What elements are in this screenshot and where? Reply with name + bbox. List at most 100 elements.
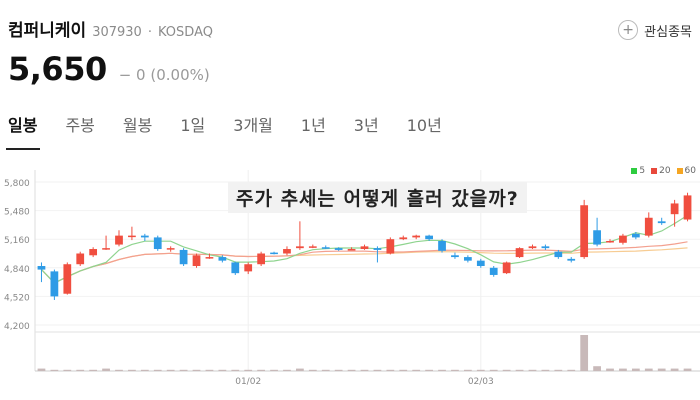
ma60-line: [41, 247, 688, 284]
candle-body: [296, 246, 304, 249]
volume-bar: [373, 369, 382, 371]
volume-bar: [657, 368, 666, 371]
candle-body: [438, 240, 446, 251]
legend-swatch: [631, 168, 638, 174]
legend-ma60: 60: [676, 166, 696, 176]
add-watchlist-button[interactable]: + 관심종목: [618, 20, 692, 40]
volume-bar: [308, 369, 317, 371]
candle-body: [683, 195, 692, 220]
y-tick-label: 5,480: [4, 208, 30, 218]
volume-bar: [153, 369, 162, 371]
candle-body: [386, 239, 395, 254]
active-tab-indicator: [6, 148, 40, 150]
stock-code: 307930: [92, 25, 142, 40]
current-price: 5,650: [8, 50, 107, 88]
candle-body: [308, 246, 317, 248]
volume-bar: [347, 369, 356, 371]
tab-3month[interactable]: 3개월: [233, 116, 273, 135]
candle-body: [360, 246, 369, 250]
legend-label: 20: [659, 166, 671, 176]
candle-body: [347, 249, 356, 251]
candle-body: [425, 235, 433, 240]
candle-body: [412, 235, 421, 238]
legend-swatch: [676, 168, 683, 174]
candle-body: [205, 257, 214, 259]
candle-body: [489, 267, 498, 275]
candle-body: [37, 266, 46, 270]
volume-bar: [502, 369, 511, 371]
volume-bar: [631, 368, 640, 371]
price-change: − 0 (0.00%): [118, 66, 210, 84]
candle-body: [231, 262, 240, 274]
tab-1day[interactable]: 1일: [180, 116, 206, 135]
candle-body: [153, 237, 162, 250]
volume-bar: [554, 369, 563, 371]
tab-daily[interactable]: 일봉: [8, 116, 38, 135]
tab-1year[interactable]: 1년: [300, 116, 326, 135]
watchlist-label: 관심종목: [644, 24, 692, 40]
y-tick-label: 4,520: [4, 293, 30, 303]
volume-bar: [463, 369, 472, 371]
separator-dot: ·: [147, 25, 152, 40]
tab-monthly[interactable]: 월봉: [122, 116, 153, 135]
volume-bar: [580, 335, 589, 371]
plus-icon: +: [618, 20, 639, 40]
candle-body: [283, 249, 291, 254]
candle-body: [593, 230, 601, 245]
candle-body: [257, 253, 266, 265]
candle-body: [631, 233, 640, 238]
candle-body: [463, 257, 472, 261]
candle-body: [502, 262, 511, 274]
volume-bar: [606, 368, 614, 371]
candle-body: [528, 246, 537, 249]
ma-legend: 5 20 60: [631, 166, 696, 176]
volume-bar: [476, 369, 485, 371]
volume-bar: [489, 369, 498, 371]
candle-body: [192, 255, 201, 267]
volume-bar: [670, 368, 679, 371]
volume-bar: [115, 369, 123, 371]
candle-body: [399, 237, 408, 240]
volume-bar: [399, 369, 408, 371]
volume-bar: [50, 369, 59, 371]
candle-body: [476, 260, 485, 267]
volume-bar: [192, 369, 201, 371]
volume-bar: [528, 369, 537, 371]
volume-bar: [425, 369, 433, 371]
candle-body: [580, 205, 589, 258]
y-tick-label: 4,840: [4, 265, 30, 275]
candle-body: [541, 246, 550, 249]
candle-body: [451, 255, 459, 258]
candle-body: [89, 249, 98, 256]
candle-body: [140, 235, 149, 238]
candle-body: [102, 248, 110, 250]
candle-body: [606, 240, 614, 243]
volume-bar: [360, 369, 369, 371]
volume-bar: [218, 369, 227, 371]
tab-3year[interactable]: 3년: [353, 116, 379, 135]
volume-bar: [619, 368, 627, 371]
volume-bar: [179, 369, 188, 371]
volume-bar: [244, 369, 253, 371]
company-name: 컴퍼니케이: [8, 21, 87, 41]
tab-10year[interactable]: 10년: [406, 116, 442, 135]
legend-ma5: 5: [631, 166, 645, 176]
price-row: 5,650 − 0 (0.00%): [8, 50, 210, 88]
volume-bar: [567, 369, 576, 371]
volume-bar: [644, 368, 653, 371]
y-tick-label: 4,200: [4, 322, 30, 332]
volume-bar: [37, 368, 46, 371]
volume-bar: [89, 369, 98, 371]
tab-weekly[interactable]: 주봉: [65, 116, 95, 135]
candle-body: [76, 253, 85, 265]
volume-bar: [386, 369, 395, 371]
candle-body: [515, 248, 524, 258]
volume-bar: [257, 369, 266, 371]
candle-body: [115, 235, 123, 245]
volume-bar: [270, 369, 278, 371]
x-tick-label: 01/02: [235, 377, 261, 387]
candle-body: [179, 249, 188, 265]
candle-body: [373, 248, 382, 250]
volume-bar: [541, 369, 550, 371]
candle-body: [244, 264, 253, 272]
